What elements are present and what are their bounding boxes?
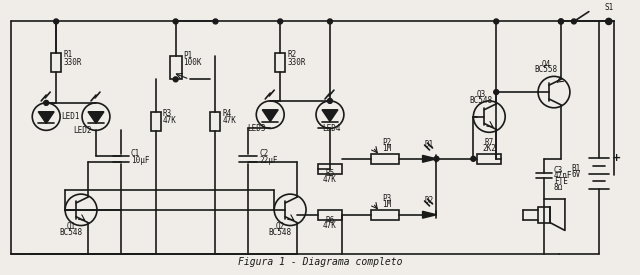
Text: 47K: 47K — [163, 117, 177, 125]
Polygon shape — [38, 112, 54, 123]
Text: 47K: 47K — [323, 221, 337, 230]
Text: R3: R3 — [163, 109, 172, 118]
Circle shape — [54, 19, 59, 24]
Bar — [371, 154, 399, 164]
Bar — [371, 210, 399, 220]
Text: 330R: 330R — [63, 57, 82, 67]
Circle shape — [572, 19, 577, 24]
Circle shape — [328, 98, 332, 103]
Circle shape — [328, 19, 332, 24]
Text: LED4: LED4 — [323, 124, 341, 133]
Polygon shape — [322, 110, 338, 122]
Circle shape — [434, 156, 439, 161]
Text: Q1: Q1 — [67, 221, 76, 230]
Text: 47nF: 47nF — [554, 171, 573, 180]
Circle shape — [559, 19, 563, 24]
Text: R5: R5 — [325, 169, 335, 178]
Text: D2: D2 — [425, 196, 434, 205]
Text: Q3: Q3 — [477, 90, 486, 99]
Circle shape — [559, 19, 563, 24]
Text: Q4: Q4 — [541, 60, 550, 68]
Circle shape — [173, 19, 178, 24]
Bar — [151, 112, 161, 131]
Circle shape — [213, 19, 218, 24]
Bar — [170, 56, 182, 79]
Text: R1: R1 — [63, 50, 72, 59]
Bar — [538, 207, 550, 222]
Bar — [477, 154, 501, 164]
Text: S1: S1 — [604, 3, 613, 12]
Text: Q2: Q2 — [276, 221, 285, 230]
Bar — [318, 164, 342, 174]
Bar — [318, 210, 342, 220]
Text: 47K: 47K — [323, 175, 337, 184]
Circle shape — [44, 100, 49, 105]
Text: 1M: 1M — [382, 144, 391, 153]
Circle shape — [471, 156, 476, 161]
Circle shape — [493, 90, 499, 95]
Bar — [211, 112, 220, 131]
Text: 47K: 47K — [223, 117, 236, 125]
Circle shape — [606, 19, 611, 24]
Text: R6: R6 — [325, 216, 335, 225]
Text: R7: R7 — [484, 138, 494, 147]
Polygon shape — [262, 110, 278, 122]
Text: C1: C1 — [131, 149, 140, 158]
Polygon shape — [88, 112, 104, 123]
Text: +: + — [612, 153, 621, 163]
Text: Figura 1 - Diagrama completo: Figura 1 - Diagrama completo — [237, 257, 403, 267]
Text: 22μF: 22μF — [259, 156, 278, 165]
Circle shape — [493, 19, 499, 24]
Text: R4: R4 — [223, 109, 232, 118]
Text: BC558: BC558 — [534, 65, 557, 75]
Text: BC548: BC548 — [470, 96, 493, 105]
Text: B1: B1 — [572, 164, 581, 173]
Polygon shape — [422, 211, 436, 218]
Polygon shape — [422, 155, 436, 162]
Text: 1M: 1M — [382, 200, 391, 209]
Bar — [51, 53, 61, 72]
Text: LED1: LED1 — [61, 112, 79, 120]
Circle shape — [173, 77, 178, 82]
Text: R2: R2 — [287, 50, 296, 59]
Text: 10μF: 10μF — [131, 156, 149, 165]
Text: 8Ω: 8Ω — [554, 183, 563, 192]
Bar — [275, 53, 285, 72]
Text: LED3: LED3 — [247, 124, 266, 133]
Text: 100K: 100K — [184, 57, 202, 67]
Text: LED2: LED2 — [73, 126, 92, 135]
Text: P2: P2 — [382, 138, 391, 147]
Circle shape — [278, 19, 283, 24]
Text: 330R: 330R — [287, 57, 306, 67]
Text: D1: D1 — [425, 140, 434, 149]
Text: C2: C2 — [259, 149, 269, 158]
Text: 6V: 6V — [572, 170, 581, 180]
Text: P1: P1 — [184, 51, 193, 60]
Text: 2K2: 2K2 — [483, 144, 496, 153]
Text: BC548: BC548 — [269, 228, 292, 237]
Text: P3: P3 — [382, 194, 391, 203]
Text: BC548: BC548 — [60, 228, 83, 237]
Text: FTE: FTE — [554, 177, 568, 186]
Text: C3: C3 — [554, 166, 563, 175]
